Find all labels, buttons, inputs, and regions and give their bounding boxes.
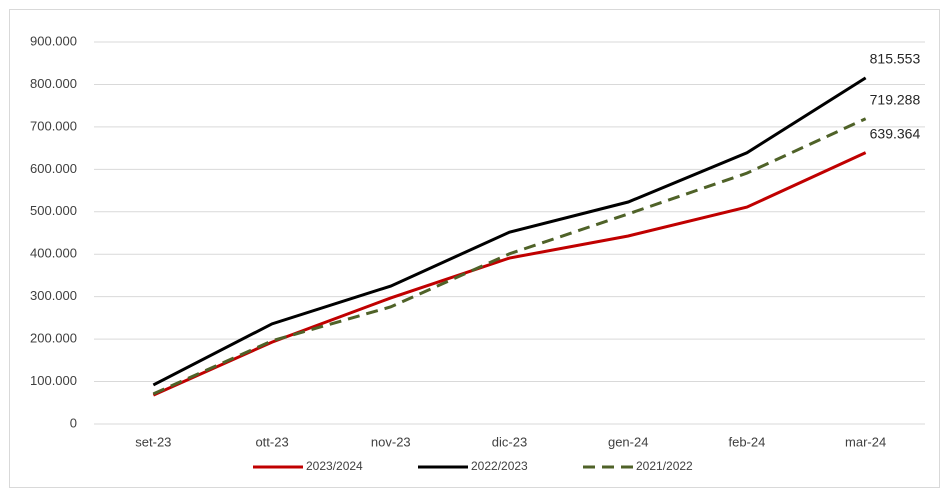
data-label: 719.288 xyxy=(870,91,921,107)
x-tick-label: nov-23 xyxy=(371,434,411,449)
x-tick-label: ott-23 xyxy=(255,434,288,449)
legend-label: 2022/2023 xyxy=(471,459,528,473)
y-tick-label: 0 xyxy=(70,415,77,430)
y-tick-label: 400.000 xyxy=(30,246,77,261)
x-tick-label: dic-23 xyxy=(492,434,527,449)
y-tick-label: 300.000 xyxy=(30,288,77,303)
x-tick-label: gen-24 xyxy=(608,434,648,449)
series-line xyxy=(152,76,867,387)
chart-border xyxy=(9,9,940,488)
y-tick-label: 200.000 xyxy=(30,331,77,346)
legend-label: 2023/2024 xyxy=(306,459,363,473)
y-tick-label: 800.000 xyxy=(30,76,77,91)
x-tick-label: set-23 xyxy=(135,434,171,449)
y-tick-label: 500.000 xyxy=(30,203,77,218)
x-tick-label: mar-24 xyxy=(845,434,886,449)
series-line xyxy=(152,151,867,397)
legend-label: 2021/2022 xyxy=(636,459,693,473)
x-tick-label: feb-24 xyxy=(728,434,765,449)
y-tick-label: 700.000 xyxy=(30,118,77,133)
data-label: 639.364 xyxy=(870,125,921,141)
y-tick-label: 600.000 xyxy=(30,161,77,176)
y-tick-label: 100.000 xyxy=(30,373,77,388)
data-label: 815.553 xyxy=(870,51,921,67)
series-line xyxy=(152,117,867,396)
y-tick-label: 900.000 xyxy=(30,33,77,48)
